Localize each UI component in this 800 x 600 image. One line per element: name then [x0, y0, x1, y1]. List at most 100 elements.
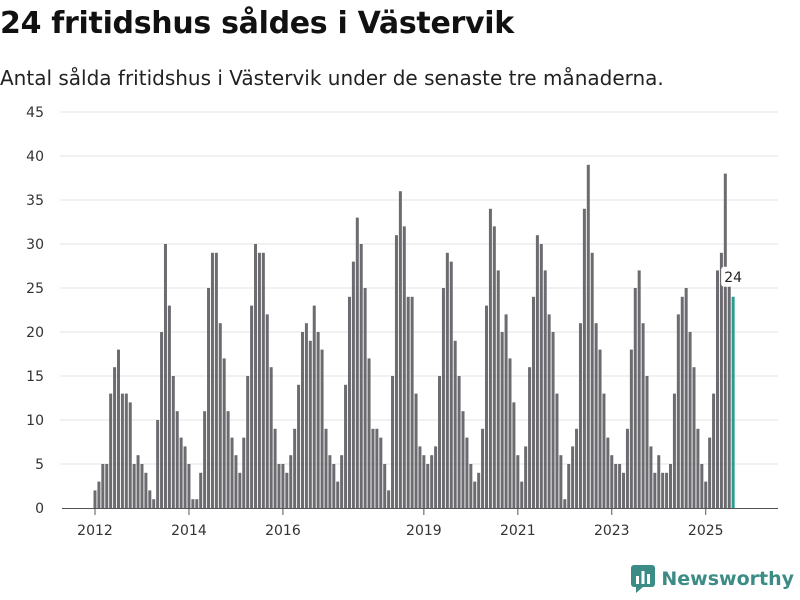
bar [637, 270, 641, 508]
bar [156, 420, 160, 508]
x-tick-label: 2016 [265, 523, 301, 539]
bar [281, 464, 285, 508]
bar [633, 288, 637, 508]
bar [649, 446, 653, 508]
bar [203, 411, 207, 508]
bar [101, 464, 105, 508]
bar [434, 446, 438, 508]
bar [183, 446, 187, 508]
bar [684, 288, 688, 508]
bar [398, 191, 402, 508]
bar [144, 472, 148, 508]
annotations: 24 [721, 266, 746, 287]
bar [210, 252, 214, 508]
bar [641, 323, 645, 508]
bar [606, 437, 610, 508]
bar [622, 472, 626, 508]
bar [406, 296, 410, 508]
bars [93, 164, 735, 509]
chart-subtitle: Antal sålda fritidshus i Västervik under… [0, 66, 664, 90]
bar [594, 323, 598, 508]
x-tick-label: 2023 [594, 523, 630, 539]
bar [469, 464, 473, 508]
bar [234, 455, 238, 508]
bar [551, 332, 555, 508]
y-tick-label: 25 [26, 281, 44, 297]
bar [328, 455, 332, 508]
bar [301, 332, 304, 508]
bar [727, 279, 731, 508]
bar [175, 411, 179, 508]
bar [148, 490, 152, 508]
bar [195, 499, 199, 508]
bar [167, 305, 171, 508]
chart-title: 24 fritidshus såldes i Västervik [0, 6, 514, 41]
bar [187, 464, 191, 508]
bar [465, 437, 469, 508]
bar [230, 437, 234, 508]
bar [242, 437, 246, 508]
bar [277, 464, 281, 508]
bar [289, 455, 293, 508]
bar [116, 349, 120, 508]
bar [347, 296, 351, 508]
bar [257, 252, 261, 508]
bar [246, 376, 250, 508]
bar [719, 252, 723, 508]
bar [379, 437, 383, 508]
bar [571, 446, 575, 508]
bar [207, 288, 211, 508]
bar [312, 305, 316, 508]
brand-logo: Newsworthy [631, 564, 794, 594]
bar [308, 340, 312, 508]
bar [363, 288, 367, 508]
bar [582, 208, 586, 509]
bar [512, 402, 516, 508]
bar [109, 393, 113, 508]
bar [672, 393, 676, 508]
bar [214, 252, 218, 508]
bar [218, 323, 222, 508]
bar [543, 270, 547, 508]
bar [120, 393, 124, 508]
bar [696, 428, 700, 508]
bar [598, 349, 602, 508]
bar [391, 376, 395, 508]
bar-latest [731, 296, 735, 508]
bar [457, 376, 461, 508]
bar [316, 332, 320, 508]
bar [473, 481, 477, 508]
bar [488, 208, 492, 509]
bar [238, 472, 242, 508]
bar [124, 393, 128, 508]
bar [344, 384, 348, 508]
bar [293, 428, 297, 508]
bar [394, 235, 398, 508]
data-label-latest: 24 [724, 270, 742, 286]
y-tick-label: 45 [26, 105, 44, 121]
x-tick-label: 2021 [500, 523, 536, 539]
bar [578, 323, 582, 508]
bar [688, 332, 692, 508]
bar [163, 244, 167, 508]
bar [261, 252, 265, 508]
x-tick-label: 2025 [688, 523, 724, 539]
bar [555, 393, 559, 508]
bar [516, 455, 520, 508]
bar [375, 428, 379, 508]
grid-lines [60, 111, 778, 465]
bar [250, 305, 254, 508]
bar [336, 481, 340, 508]
bar [355, 217, 359, 508]
y-tick-label: 0 [35, 501, 44, 517]
bar [449, 261, 453, 508]
bar [222, 358, 226, 508]
bar [160, 332, 164, 508]
x-tick-label: 2019 [406, 523, 442, 539]
bar [625, 428, 629, 508]
bar [430, 455, 434, 508]
bar [340, 455, 344, 508]
bar [661, 472, 665, 508]
bar [645, 376, 649, 508]
